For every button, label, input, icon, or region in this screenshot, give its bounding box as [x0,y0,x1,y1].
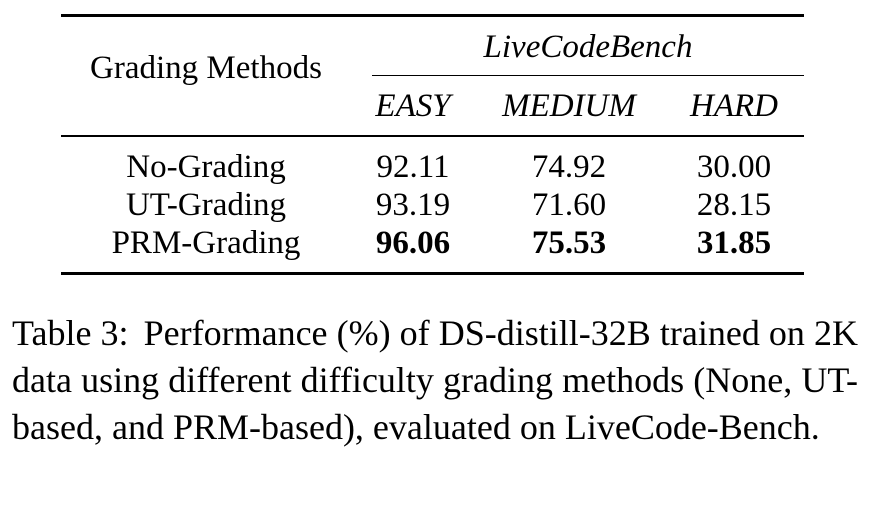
group-cmidrule [372,75,804,76]
cell-hard-best: 31.85 [696,225,772,261]
cell-easy: 92.11 [376,149,450,185]
row-method: No-Grading [126,149,286,185]
row-method: UT-Grading [125,187,287,223]
table-bottom-rule [61,272,804,275]
table-top-rule [61,14,804,17]
header-livecodebench: LiveCodeBench [483,29,693,65]
header-hard: HARD [690,88,778,124]
caption-text: Performance (%) of DS-distill-32B traine… [12,313,858,447]
table-mid-rule [61,135,804,137]
cell-hard: 28.15 [696,187,772,223]
cell-easy: 93.19 [375,187,451,223]
cell-medium-best: 75.53 [531,225,607,261]
cell-medium: 74.92 [531,149,607,185]
header-easy: EASY [375,88,451,124]
cell-easy-best: 96.06 [375,225,451,261]
cell-hard: 30.00 [696,149,772,185]
caption-label: Table 3: [12,313,129,353]
header-grading-methods: Grading Methods [90,50,322,86]
cell-medium: 71.60 [531,187,607,223]
header-medium: MEDIUM [502,88,636,124]
row-method: PRM-Grading [111,225,301,261]
table-caption: Table 3: Performance (%) of DS-distill-3… [12,310,858,451]
